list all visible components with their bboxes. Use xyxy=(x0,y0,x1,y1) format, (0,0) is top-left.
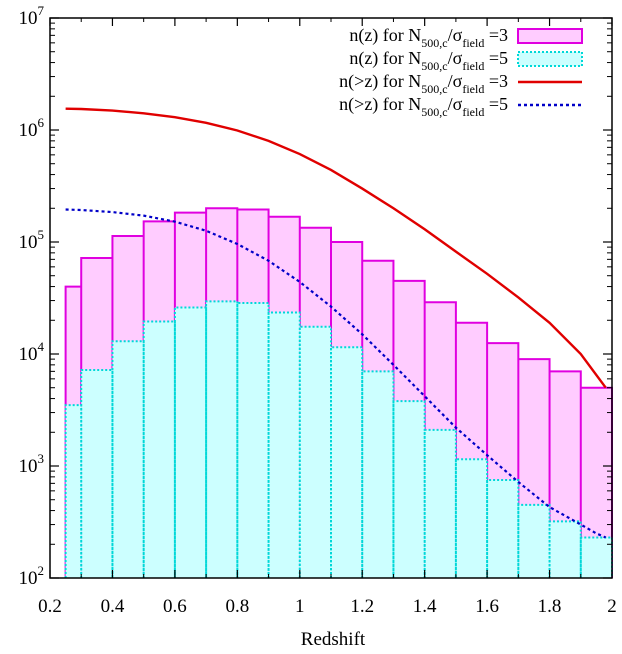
histogram-bars xyxy=(64,207,613,579)
bar-hist5 xyxy=(81,369,113,578)
bar-hist5 xyxy=(299,326,331,578)
bar-hist5 xyxy=(143,321,175,578)
y-tick-label: 103 xyxy=(19,451,45,477)
legend-label: n(z) for N500,c/σfield =5 xyxy=(349,48,508,73)
x-tick-label: 0.4 xyxy=(101,596,125,617)
legend-swatch xyxy=(517,28,583,44)
y-tick-label: 102 xyxy=(19,563,45,589)
bar-hist5 xyxy=(237,303,269,578)
x-tick-label: 0.2 xyxy=(38,596,62,617)
x-tick-label: 1.8 xyxy=(538,596,562,617)
bar-hist5 xyxy=(206,301,238,578)
y-tick-label: 104 xyxy=(19,339,45,365)
bar-hist5 xyxy=(331,347,363,578)
bar-hist5 xyxy=(65,405,82,578)
line-cum3 xyxy=(65,107,607,389)
bar-hist5 xyxy=(362,371,394,578)
x-tick-label: 0.8 xyxy=(225,596,249,617)
x-tick-label: 2 xyxy=(607,596,617,617)
bar-outline-hist5 xyxy=(64,300,613,578)
legend-label: n(>z) for N500,c/σfield =5 xyxy=(339,94,508,119)
bar-hist5 xyxy=(393,401,425,578)
bar-hist5 xyxy=(455,459,488,578)
legend-item-hist5: n(z) for N500,c/σfield =5 xyxy=(349,48,583,73)
legend: n(z) for N500,c/σfield =3n(z) for N500,c… xyxy=(339,25,583,119)
bar-hist5 xyxy=(112,341,144,578)
legend-item-cum5: n(>z) for N500,c/σfield =5 xyxy=(339,94,582,119)
y-tick-label: 107 xyxy=(19,3,45,29)
bar-hist5 xyxy=(174,307,207,578)
legend-item-cum3: n(>z) for N500,c/σfield =3 xyxy=(339,71,582,96)
bar-hist5 xyxy=(424,429,456,578)
x-tick-label: 1.2 xyxy=(350,596,374,617)
x-axis-title: Redshift xyxy=(301,629,366,650)
legend-swatch xyxy=(517,51,583,67)
x-tick-label: 1 xyxy=(295,596,305,617)
x-tick-label: 0.6 xyxy=(163,596,187,617)
x-tick-label: 1.4 xyxy=(413,596,437,617)
bar-hist5 xyxy=(518,504,550,578)
y-tick-label: 106 xyxy=(19,115,45,141)
bar-hist5 xyxy=(549,521,581,578)
x-tick-label: 1.6 xyxy=(475,596,499,617)
histogram-hist5 xyxy=(64,300,613,578)
cumulative-lines xyxy=(65,107,607,539)
legend-label: n(>z) for N500,c/σfield =3 xyxy=(339,71,508,96)
legend-item-hist3: n(z) for N500,c/σfield =3 xyxy=(349,25,583,50)
bar-hist5 xyxy=(268,312,300,578)
bar-hist5 xyxy=(487,479,519,578)
legend-label: n(z) for N500,c/σfield =3 xyxy=(349,25,508,50)
bar-hist5 xyxy=(580,537,612,578)
y-tick-label: 105 xyxy=(19,227,45,253)
axes: 0.2 0.4 0.6 0.8 1 1.2 1.4 1.6 1.8 2 102 103 104 105 10… xyxy=(19,3,617,617)
bar-outline-hist3 xyxy=(64,207,613,578)
